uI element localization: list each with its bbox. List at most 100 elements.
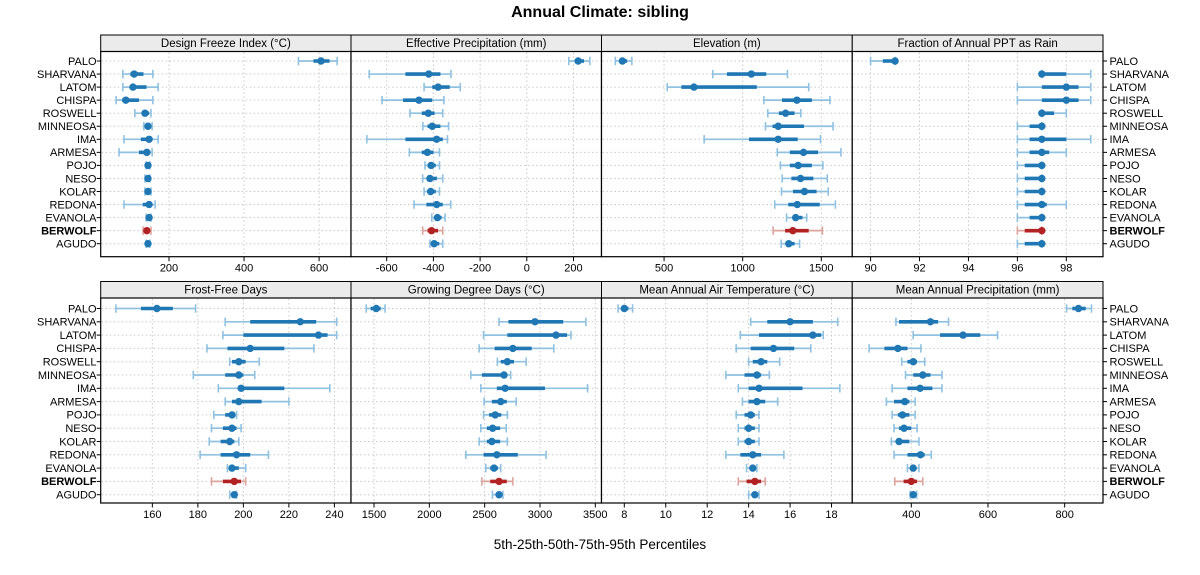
percentile-row-ima — [479, 384, 589, 393]
percentile-row-palo — [115, 304, 197, 313]
median-dot — [428, 122, 436, 130]
percentile-row-agudo — [491, 490, 504, 499]
median-dot — [228, 464, 236, 472]
percentile-row-kolar — [780, 187, 829, 196]
x-tick-label: 96 — [1011, 263, 1023, 275]
percentile-row-agudo — [747, 490, 760, 499]
median-dot — [1038, 226, 1046, 235]
median-dot — [769, 344, 778, 353]
site-label-left-ima: IMA — [77, 134, 97, 146]
percentile-row-pojo — [735, 410, 760, 420]
percentile-row-latom — [122, 82, 159, 92]
site-label-right-sharvana: SHARVANA — [1110, 69, 1170, 81]
median-dot — [226, 437, 234, 446]
percentile-row-pojo — [212, 410, 238, 420]
site-label-left-roswell: ROSWELL — [43, 108, 97, 120]
site-label-right-redona: REDONA — [1110, 199, 1158, 211]
panel-design-freeze-index-c: 200 400 600 Design Freeze Index (°C) — [96, 34, 352, 275]
site-label-right-pojo: POJO — [1110, 160, 1140, 172]
site-label-right-minneosa: MINNEOSA — [1110, 370, 1169, 382]
x-tick-label: 90 — [864, 263, 876, 275]
percentile-row-roswell — [747, 357, 781, 366]
site-label-right-roswell: ROSWELL — [1110, 108, 1164, 120]
site-label-right-redona: REDONA — [1110, 450, 1158, 462]
percentile-row-evanola — [145, 213, 153, 222]
percentile-row-sharvana — [895, 317, 950, 326]
percentile-row-berwolf — [894, 477, 924, 486]
site-label-left-minneosa: MINNEOSA — [38, 370, 97, 382]
x-tick-label: -600 — [376, 263, 398, 275]
percentile-row-agudo — [228, 490, 238, 499]
percentile-row-palo — [568, 56, 591, 66]
median-dot — [1038, 213, 1046, 222]
median-dot — [143, 226, 151, 235]
x-tick-label: 200 — [160, 263, 178, 275]
site-label-left-redona: REDONA — [49, 199, 97, 211]
median-dot — [1038, 122, 1046, 130]
percentile-row-chispa — [381, 95, 445, 105]
percentile-row-redona — [1016, 200, 1068, 209]
median-dot — [317, 57, 325, 65]
site-label-right-armesa: ARMESA — [1110, 396, 1157, 408]
median-dot — [144, 161, 152, 170]
panel-elevation-m: 500 1000 1500 Elevation (m) — [600, 34, 853, 275]
percentile-row-redona — [413, 200, 452, 209]
x-tick-label: -200 — [469, 263, 491, 275]
panel-strip-title: Effective Precipitation (mm) — [406, 38, 547, 50]
median-dot — [427, 226, 436, 235]
percentile-row-kolar — [478, 437, 509, 446]
median-dot — [145, 200, 153, 209]
percentile-row-ima — [891, 384, 943, 393]
median-dot — [144, 187, 152, 196]
median-dot — [1038, 70, 1046, 78]
median-dot — [235, 371, 243, 379]
site-label-right-latom: LATOM — [1110, 82, 1147, 94]
median-dot — [900, 424, 908, 432]
panel-border — [851, 297, 1104, 504]
percentile-row-neso — [210, 424, 242, 433]
x-tick-label: 1500 — [809, 263, 833, 275]
percentile-row-ima — [366, 135, 449, 144]
median-dot — [895, 437, 903, 446]
percentile-row-roswell — [134, 109, 152, 118]
median-dot — [432, 135, 441, 143]
median-dot — [425, 70, 433, 78]
median-dot — [1038, 161, 1046, 170]
site-label-right-ima: IMA — [1110, 383, 1130, 395]
panel-fraction-of-annual-ppt-as-rain: 90 92 94 96 98 Fraction of Annual PPT as Rain — [851, 34, 1107, 275]
median-dot — [497, 397, 505, 406]
median-dot — [129, 83, 137, 91]
percentile-row-sharvana — [122, 69, 154, 79]
panel-strip-title: Frost-Free Days — [184, 285, 267, 297]
median-dot — [789, 226, 797, 235]
percentile-row-pojo — [891, 410, 916, 420]
percentile-row-minneosa — [470, 370, 512, 380]
x-tick-label: 16 — [784, 509, 796, 521]
site-label-left-kolar: KOLAR — [59, 436, 96, 448]
median-dot — [228, 411, 236, 419]
median-dot — [500, 371, 508, 379]
percentile-row-chispa — [735, 344, 812, 353]
site-label-right-chispa: CHISPA — [1110, 95, 1151, 107]
panel-frost-free-days: 160 180 200 220 240 Frost-Free Days — [96, 281, 352, 521]
median-dot — [774, 135, 782, 143]
site-label-left-redona: REDONA — [49, 450, 97, 462]
median-dot — [144, 122, 152, 130]
median-dot — [755, 384, 763, 392]
x-tick-label: 200 — [234, 509, 252, 521]
chart-title: Annual Climate: sibling — [511, 4, 689, 21]
percentile-row-evanola — [906, 463, 920, 473]
panel-strip-title: Elevation (m) — [693, 38, 761, 50]
percentile-row-latom — [423, 82, 462, 92]
median-dot — [753, 371, 761, 379]
site-label-right-neso: NESO — [1110, 173, 1142, 185]
median-dot — [1038, 109, 1046, 117]
site-label-right-berwolf: BERWOLF — [1110, 225, 1166, 237]
site-label-left-evanola: EVANOLA — [45, 212, 97, 224]
median-dot — [1038, 240, 1046, 248]
percentile-row-pojo — [779, 161, 824, 170]
site-label-right-chispa: CHISPA — [1110, 343, 1151, 355]
site-label-right-palo: PALO — [1110, 303, 1139, 315]
median-dot — [493, 451, 501, 459]
x-tick-label: 92 — [913, 263, 925, 275]
